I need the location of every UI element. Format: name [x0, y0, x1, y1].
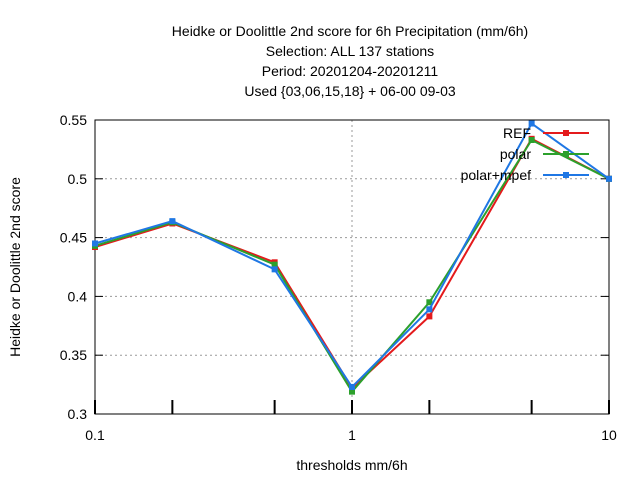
- data-point: [92, 240, 98, 247]
- series-group: [92, 120, 612, 395]
- series-ref: [92, 135, 612, 392]
- title-line-3: Period: 20201204-20201211: [262, 63, 439, 79]
- chart-title: Heidke or Doolittle 2nd score for 6h Pre…: [172, 23, 528, 99]
- data-point: [349, 383, 355, 390]
- data-point: [426, 313, 433, 320]
- grid-lines: [95, 120, 609, 414]
- series-polar-mpef: [92, 120, 612, 390]
- data-point: [271, 261, 278, 268]
- legend-label: polar: [500, 146, 531, 162]
- plot-frame: [94, 119, 610, 415]
- data-point: [271, 266, 278, 273]
- legend-marker: [563, 130, 569, 136]
- y-axis-ticks: 0.3 0.35 0.4 0.45 0.5 0.55: [60, 112, 609, 422]
- y-tick-label: 0.4: [68, 288, 88, 304]
- data-point: [169, 218, 176, 225]
- data-point: [349, 388, 355, 395]
- title-line-4: Used {03,06,15,18} + 06-00 09-03: [244, 83, 456, 99]
- x-tick-label: 0.1: [85, 427, 105, 443]
- data-point: [528, 136, 535, 143]
- legend: REF polar polar+mpef: [461, 125, 589, 183]
- data-point: [606, 175, 612, 182]
- y-tick-label: 0.35: [60, 347, 87, 363]
- y-tick-label: 0.45: [60, 230, 87, 246]
- legend-marker: [563, 172, 569, 178]
- legend-label: REF: [503, 125, 531, 141]
- x-tick-label: 10: [601, 427, 617, 443]
- data-point: [426, 299, 433, 306]
- title-line-1: Heidke or Doolittle 2nd score for 6h Pre…: [172, 23, 528, 39]
- y-axis-label: Heidke or Doolittle 2nd score: [7, 177, 23, 357]
- legend-label: polar+mpef: [461, 167, 532, 183]
- x-axis-label: thresholds mm/6h: [296, 457, 407, 473]
- title-line-2: Selection: ALL 137 stations: [266, 43, 434, 59]
- data-point: [426, 306, 433, 313]
- x-tick-label: 1: [348, 427, 356, 443]
- data-point: [528, 120, 535, 127]
- y-tick-label: 0.5: [68, 171, 88, 187]
- x-axis-ticks: 0.1 1 10: [85, 400, 617, 443]
- legend-marker: [563, 151, 569, 157]
- y-tick-label: 0.3: [68, 406, 88, 422]
- y-tick-label: 0.55: [60, 112, 87, 128]
